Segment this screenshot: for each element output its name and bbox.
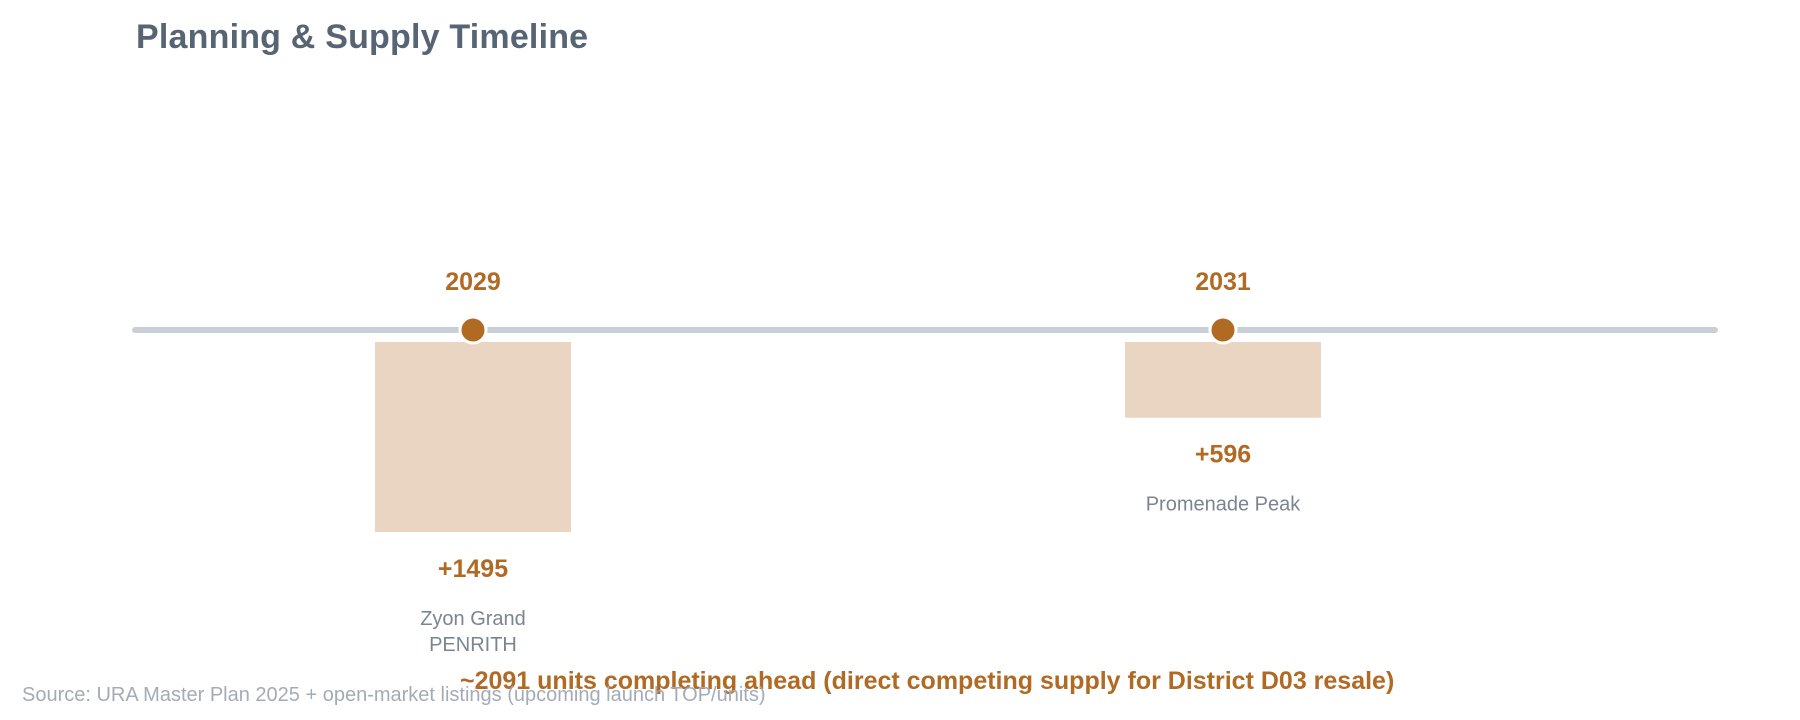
supply-bar — [375, 342, 571, 532]
timeline-marker — [1208, 315, 1238, 345]
project-name: PENRITH — [429, 634, 517, 656]
year-label: 2029 — [445, 268, 501, 296]
units-label: +596 — [1195, 441, 1251, 469]
year-label: 2031 — [1195, 268, 1251, 296]
units-label: +1495 — [438, 555, 508, 583]
source-note: Source: URA Master Plan 2025 + open-mark… — [22, 684, 766, 706]
project-name: Promenade Peak — [1146, 494, 1302, 516]
timeline-marker — [458, 315, 488, 345]
supply-summary: ~2091 units completing ahead (direct com… — [460, 667, 1395, 695]
chart-title: Planning & Supply Timeline — [136, 18, 589, 56]
project-name: Zyon Grand — [420, 608, 526, 630]
supply-bar — [1125, 342, 1321, 418]
